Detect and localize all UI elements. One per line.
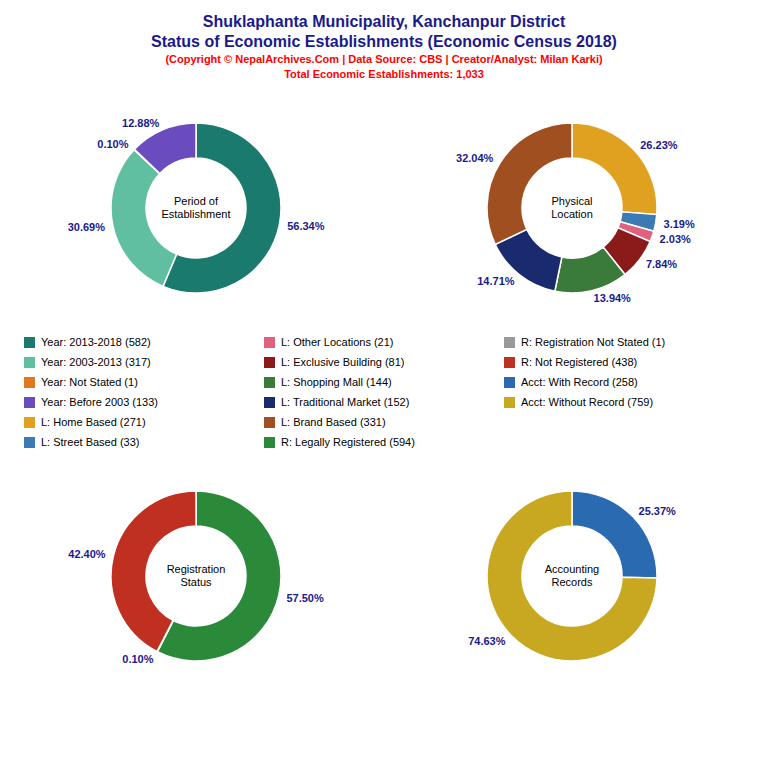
html-text:Year: 2003-2013 (317): Year: 2003-2013 (317)	[41, 356, 151, 368]
svg-text:7.84%: 7.84%	[646, 258, 677, 270]
svg-text:26.23%: 26.23%	[640, 139, 678, 151]
html-text:R: Registration Not Stated (1): R: Registration Not Stated (1)	[521, 336, 666, 348]
html-text:L: Traditional Market (152): L: Traditional Market (152)	[281, 396, 410, 408]
html-text:L: Street Based (33): L: Street Based (33)	[41, 436, 140, 448]
html-text:R: Not Registered (438): R: Not Registered (438)	[521, 356, 638, 368]
svg-text:42.40%: 42.40%	[68, 548, 106, 560]
svg-text:3.19%: 3.19%	[664, 218, 695, 230]
html-text:L: Shopping Mall (144): L: Shopping Mall (144)	[281, 376, 392, 388]
svg-text:13.94%: 13.94%	[594, 292, 632, 304]
html-text:L: Other Locations (21): L: Other Locations (21)	[281, 336, 394, 348]
svg-text:57.50%: 57.50%	[286, 592, 324, 604]
html-text:Physical Location: Physical Location	[551, 195, 593, 220]
html-text:Registration Status: Registration Status	[166, 563, 226, 588]
svg-text:56.34%: 56.34%	[287, 220, 325, 232]
html-text:Acct: With Record (258): Acct: With Record (258)	[521, 376, 638, 388]
html-text:Acct: Without Record (759): Acct: Without Record (759)	[521, 396, 654, 408]
html-text:Year: 2013-2018 (582): Year: 2013-2018 (582)	[41, 336, 151, 348]
html-text:Total Economic Establishments:: Total Economic Establishments: 1,033	[284, 68, 484, 80]
svg-text:32.04%: 32.04%	[456, 152, 494, 164]
html-text:Shuklaphanta Municipality, Kan: Shuklaphanta Municipality, Kanchanpur Di…	[202, 13, 566, 30]
html-text:L: Home Based (271): L: Home Based (271)	[41, 416, 146, 428]
html-text:Year: Not Stated (1): Year: Not Stated (1)	[41, 376, 138, 388]
html-text:(Copyright © NepalArchives.Com: (Copyright © NepalArchives.Com | Data So…	[165, 53, 603, 65]
html-text:Status of Economic Establishme: Status of Economic Establishments (Econo…	[151, 33, 617, 50]
html-text:L: Brand Based (331): L: Brand Based (331)	[281, 416, 386, 428]
html-text:R: Legally Registered (594): R: Legally Registered (594)	[281, 436, 415, 448]
svg-text:0.10%: 0.10%	[122, 653, 153, 665]
html-text:L: Exclusive Building (81): L: Exclusive Building (81)	[281, 356, 405, 368]
svg-text:0.10%: 0.10%	[97, 138, 128, 150]
svg-text:14.71%: 14.71%	[477, 275, 515, 287]
svg-text:30.69%: 30.69%	[68, 221, 106, 233]
svg-text:25.37%: 25.37%	[639, 505, 677, 517]
html-text:Accounting Records: Accounting Records	[544, 563, 600, 588]
html-text:Period of Establishment: Period of Establishment	[161, 195, 231, 220]
html-text:Year: Before 2003 (133): Year: Before 2003 (133)	[41, 396, 158, 408]
svg-text:2.03%: 2.03%	[660, 233, 691, 245]
svg-text:74.63%: 74.63%	[468, 635, 506, 647]
svg-text:12.88%: 12.88%	[122, 117, 160, 129]
